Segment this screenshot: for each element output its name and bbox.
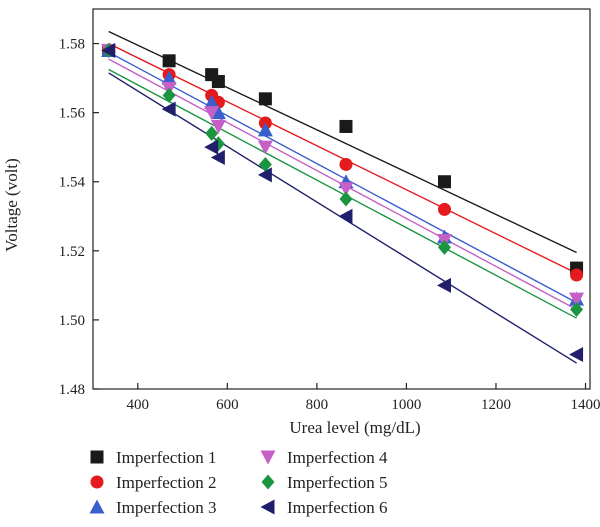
- series-6-point: [210, 150, 225, 166]
- y-tick-label: 1.48: [59, 382, 85, 398]
- series-1-fit-line: [108, 30, 577, 254]
- legend-marker-2: [90, 475, 104, 489]
- series-1-point: [339, 119, 353, 133]
- x-tick-label: 600: [216, 397, 239, 413]
- plot-frame: [92, 8, 591, 390]
- legend-marker-3: [89, 499, 105, 514]
- series-1-point: [437, 175, 451, 189]
- y-tick-label: 1.56: [59, 106, 86, 122]
- x-tick-label: 400: [127, 397, 150, 413]
- series-1-point: [162, 54, 176, 68]
- series-5-point: [437, 239, 451, 255]
- series-5-point: [570, 302, 584, 318]
- y-axis-title: Voltage (volt): [2, 158, 21, 252]
- series-4-point: [569, 292, 585, 307]
- series-1-point: [211, 75, 225, 89]
- series-3-point: [204, 94, 220, 109]
- series-4-point: [210, 119, 226, 134]
- series-3-point: [161, 70, 177, 85]
- series-6-point: [257, 167, 272, 183]
- legend-marker-1: [90, 450, 104, 464]
- series-5-point: [339, 191, 353, 207]
- series-4-point: [338, 182, 354, 197]
- series-3-fit-line: [108, 51, 577, 304]
- y-tick-label: 1.58: [59, 37, 85, 53]
- series-5-point: [258, 156, 272, 172]
- x-tick-label: 1000: [391, 397, 421, 413]
- x-tick-label: 1200: [481, 397, 511, 413]
- series-3-point: [210, 105, 226, 120]
- series-4-point: [257, 140, 273, 155]
- series-3-point: [257, 122, 273, 137]
- series-5-point: [162, 87, 176, 103]
- series-2-point: [570, 268, 584, 282]
- series-2-point: [339, 157, 353, 171]
- series-6-point: [436, 277, 451, 293]
- legend-label-1: Imperfection 1: [116, 448, 217, 467]
- legend-marker-6: [260, 499, 275, 515]
- series-5-fit-line: [108, 68, 577, 319]
- series-5-point: [205, 125, 219, 141]
- series-6-point: [569, 346, 584, 362]
- legend-label-4: Imperfection 4: [287, 448, 388, 467]
- y-tick-label: 1.50: [59, 313, 85, 329]
- legend-label-5: Imperfection 5: [287, 473, 388, 492]
- legend-marker-4: [260, 450, 276, 465]
- series-2-point: [437, 202, 451, 216]
- x-tick-label: 800: [306, 397, 329, 413]
- legend-label-3: Imperfection 3: [116, 498, 217, 517]
- legend-label-2: Imperfection 2: [116, 473, 217, 492]
- legend-marker-5: [261, 474, 275, 490]
- legend: Imperfection 1 Imperfection 2 Imperfection…: [89, 448, 388, 517]
- series-4-point: [204, 106, 220, 121]
- y-tick-label: 1.54: [59, 175, 86, 191]
- x-axis-title: Urea level (mg/dL): [289, 418, 420, 437]
- series-2-fit-line: [108, 42, 577, 274]
- series-1-point: [258, 92, 272, 106]
- series-6-point: [204, 139, 219, 155]
- series-6-point: [161, 101, 176, 117]
- legend-label-6: Imperfection 6: [287, 498, 388, 517]
- series-6-point: [338, 208, 353, 224]
- x-tick-label: 1400: [571, 397, 600, 413]
- y-tick-label: 1.52: [59, 244, 85, 260]
- series-6-point: [101, 42, 116, 58]
